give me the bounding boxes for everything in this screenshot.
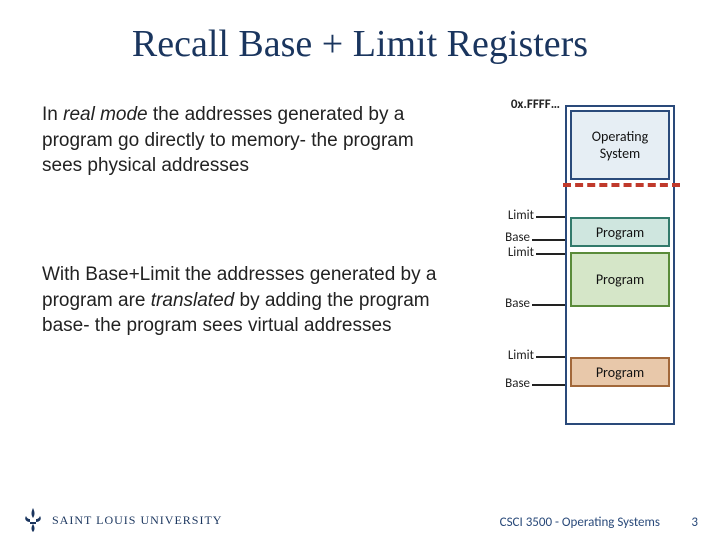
page-number: 3 — [691, 515, 698, 530]
tick-limit-3 — [536, 356, 565, 358]
university-name: SAINT LOUIS UNIVERSITY — [52, 513, 222, 528]
mem-block-program-1: Program — [570, 217, 670, 247]
tick-base-2 — [532, 304, 565, 306]
para1-pre: In — [42, 104, 63, 125]
paragraph-base-limit: With Base+Limit the addresses generated … — [42, 262, 437, 339]
tick-limit-2 — [536, 253, 565, 255]
university-logo: SAINT LOUIS UNIVERSITY — [22, 507, 222, 533]
memory-column: Operating System Program Program Program — [565, 105, 675, 425]
label-limit-3: Limit — [500, 348, 534, 363]
label-limit-1: Limit — [500, 208, 534, 223]
mem-block-program-3: Program — [570, 357, 670, 387]
paragraph-real-mode: In real mode the addresses generated by … — [42, 102, 437, 179]
mem-block-program-2: Program — [570, 252, 670, 307]
label-base-2: Base — [500, 296, 530, 311]
fleur-de-lis-icon — [22, 507, 44, 533]
mem-top-address: 0x.FFFF… — [492, 97, 560, 112]
para2-em: translated — [151, 290, 234, 311]
mem-block-os: Operating System — [570, 110, 670, 180]
label-limit-2: Limit — [500, 245, 534, 260]
label-base-3: Base — [500, 376, 530, 391]
tick-base-1 — [532, 239, 565, 241]
para1-em: real mode — [63, 104, 148, 125]
os-user-divider — [563, 183, 680, 187]
tick-limit-1 — [536, 216, 565, 218]
label-base-1: Base — [500, 230, 530, 245]
slide-title: Recall Base + Limit Registers — [0, 22, 720, 66]
slide: Recall Base + Limit Registers In real mo… — [0, 0, 720, 540]
tick-base-3 — [532, 384, 565, 386]
course-label: CSCI 3500 - Operating Systems — [500, 515, 660, 530]
